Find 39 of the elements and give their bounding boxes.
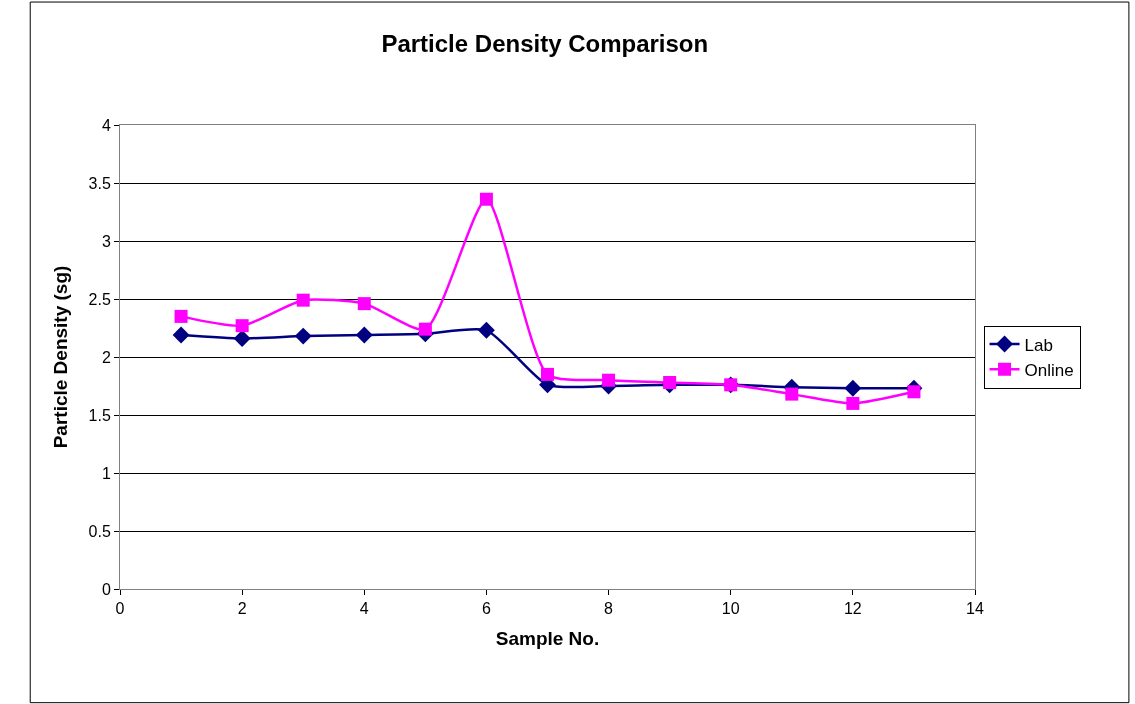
point <box>296 293 310 307</box>
y-tick-label: 0 <box>101 580 111 598</box>
legend-label: Online <box>1024 360 1074 380</box>
chart-title: Particle Density Comparison <box>381 30 709 57</box>
x-tick-label: 0 <box>115 600 125 618</box>
y-tick-label: 2.5 <box>88 290 111 308</box>
y-tick-label: 4 <box>101 116 111 134</box>
y-tick-label: 1.5 <box>88 406 111 424</box>
y-tick-label: 3.5 <box>88 174 111 192</box>
x-tick-label: 14 <box>966 600 984 618</box>
point <box>602 373 616 387</box>
x-tick-label: 12 <box>843 600 862 618</box>
point <box>846 396 860 410</box>
point <box>294 327 312 345</box>
point <box>355 326 373 344</box>
legend-label: Lab <box>1024 335 1053 355</box>
point <box>844 379 862 397</box>
point <box>357 297 371 311</box>
point <box>172 326 190 344</box>
x-tick-label: 10 <box>721 600 740 618</box>
point <box>479 192 493 206</box>
point <box>235 319 249 333</box>
point <box>541 367 554 381</box>
point <box>418 322 432 336</box>
y-axis-title: Particle Density (sg) <box>50 265 72 449</box>
x-tick-label: 4 <box>359 600 369 618</box>
x-tick-label: 2 <box>237 600 247 618</box>
point <box>477 321 495 339</box>
y-tick-label: 3 <box>101 232 111 250</box>
x-tick-label: 8 <box>604 600 614 618</box>
point <box>785 387 799 401</box>
x-tick-label: 6 <box>481 600 491 618</box>
point <box>663 376 677 390</box>
x-axis-title: Sample No. <box>495 628 600 649</box>
point <box>907 385 921 399</box>
y-tick-label: 2 <box>101 348 111 366</box>
y-tick-label: 1 <box>101 464 111 482</box>
point <box>174 309 188 323</box>
y-tick-label: 0.5 <box>88 522 111 540</box>
